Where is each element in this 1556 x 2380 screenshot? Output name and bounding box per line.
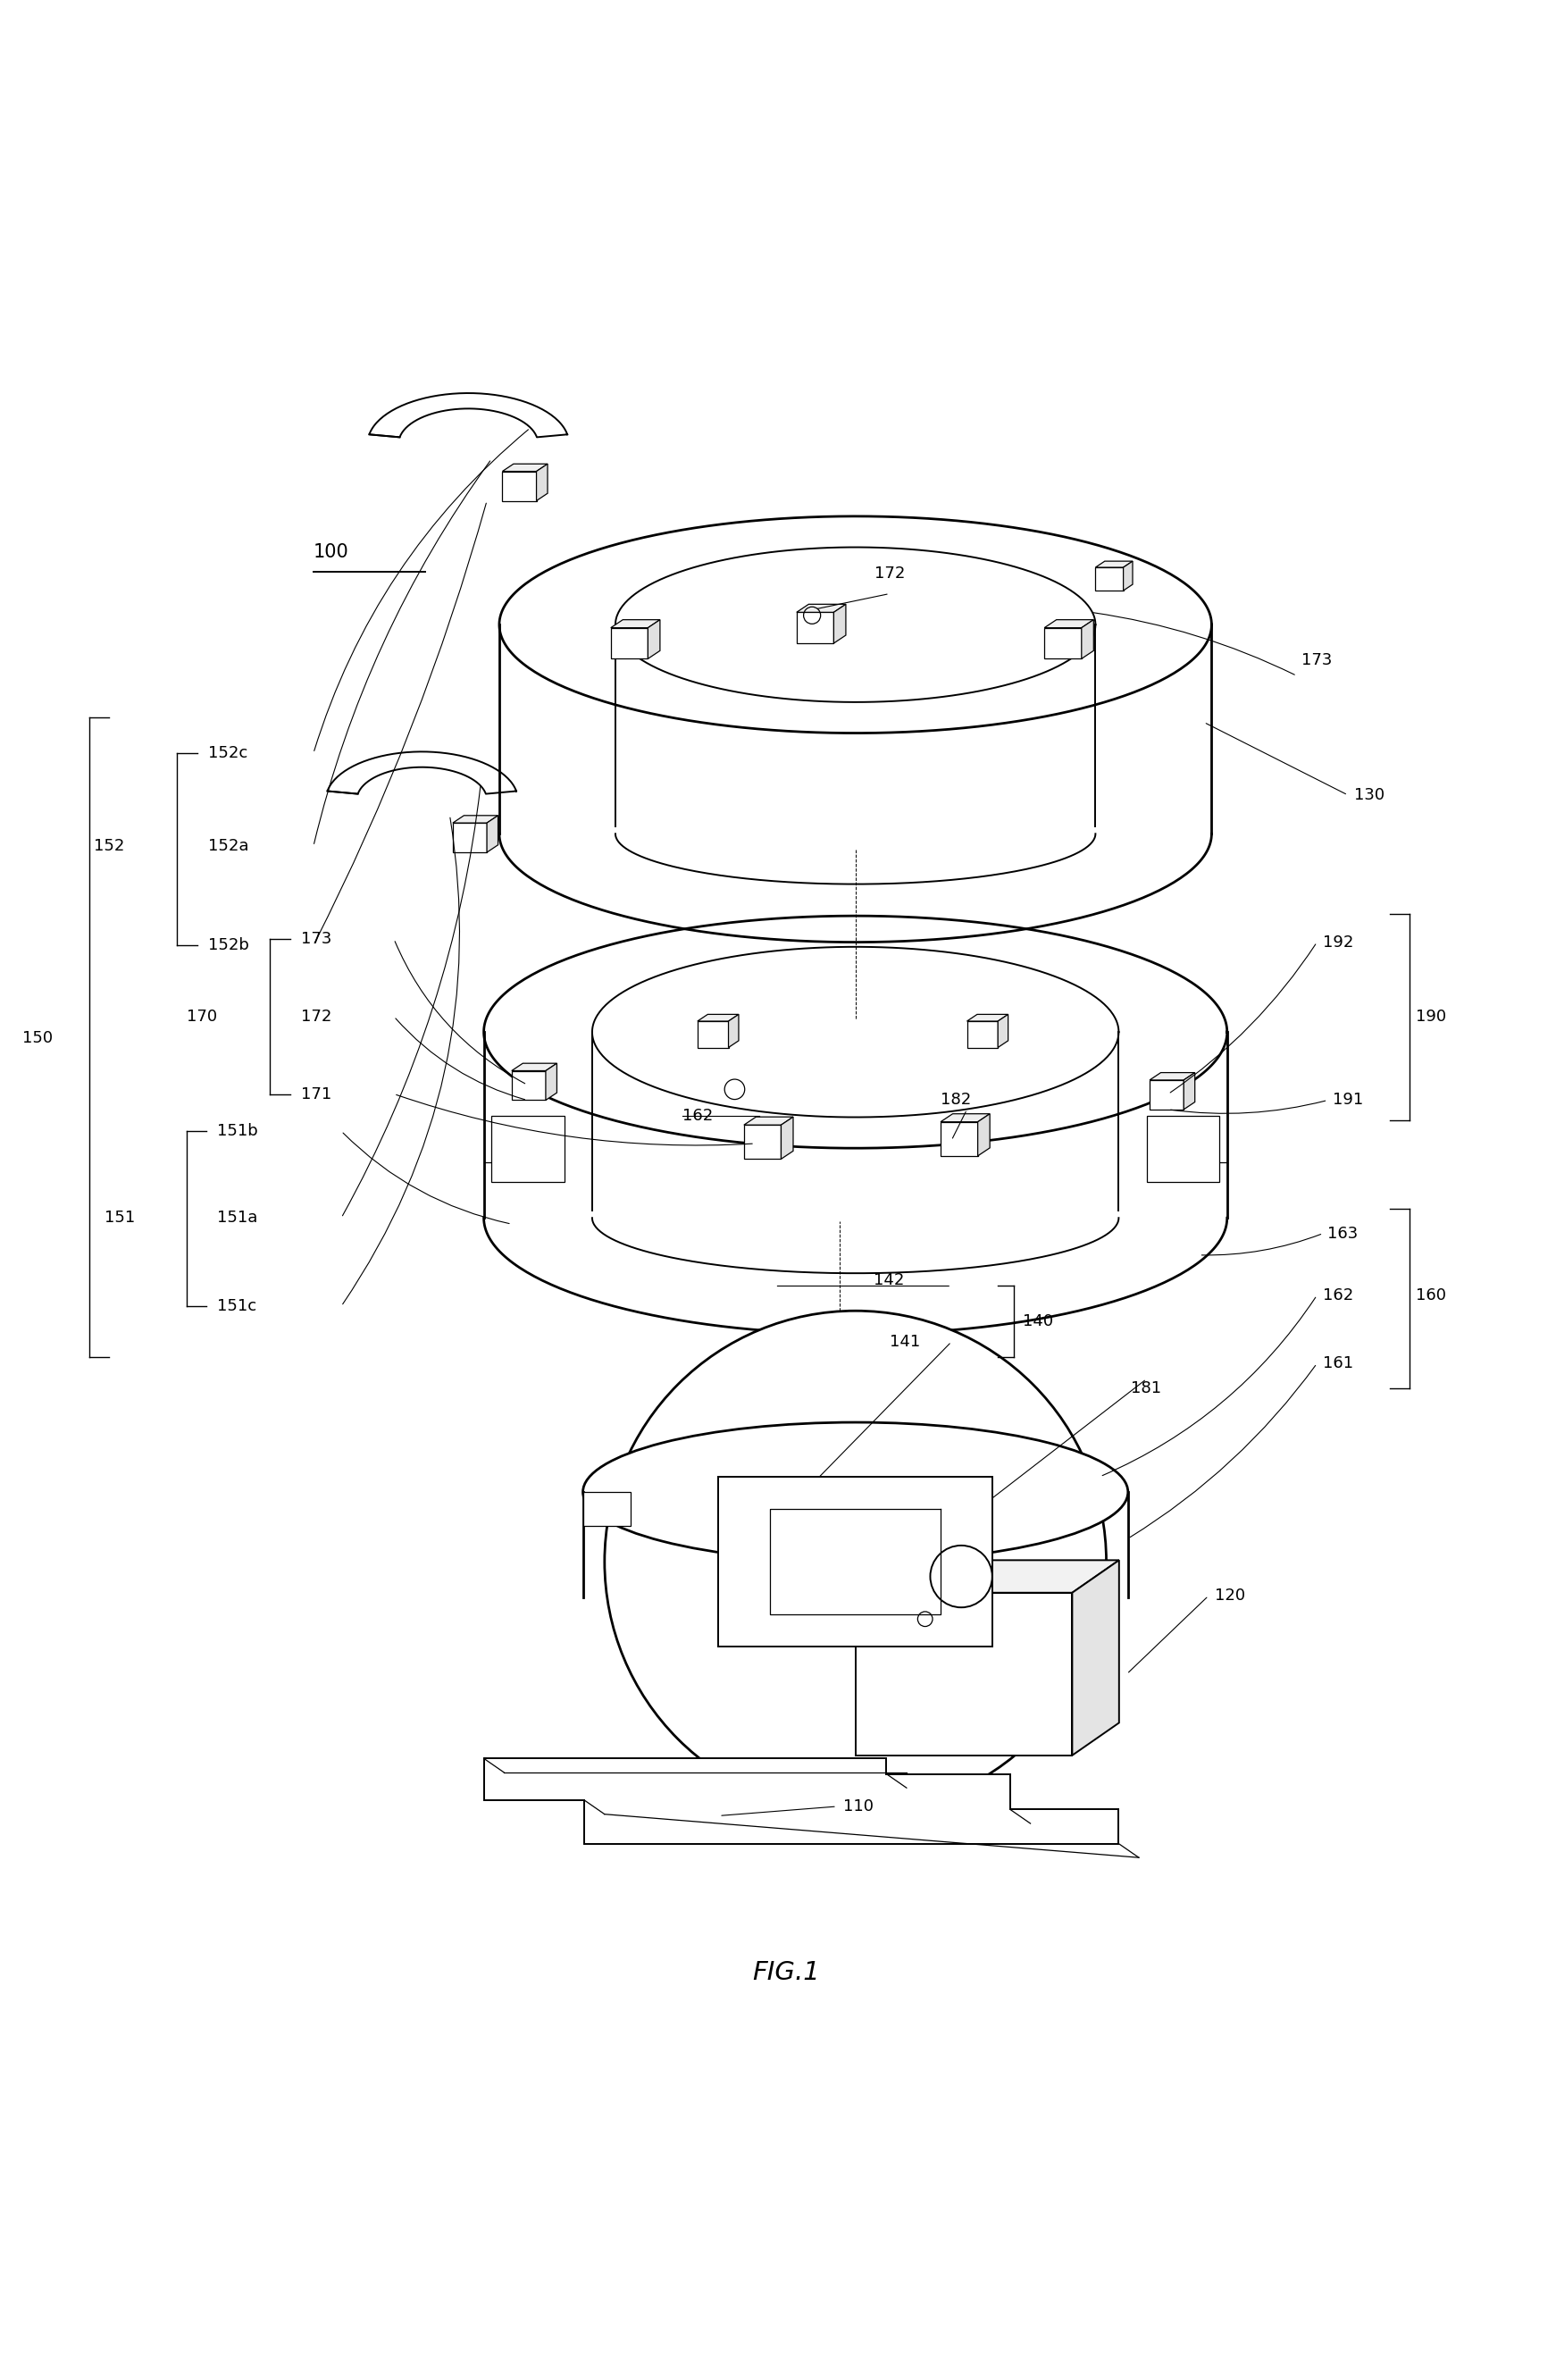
Polygon shape xyxy=(453,816,498,823)
Polygon shape xyxy=(503,464,548,471)
Text: 161: 161 xyxy=(1323,1357,1354,1371)
Polygon shape xyxy=(546,1064,557,1100)
Polygon shape xyxy=(612,619,660,628)
Polygon shape xyxy=(1184,1073,1195,1109)
Polygon shape xyxy=(797,612,834,643)
Text: 120: 120 xyxy=(1215,1587,1245,1604)
Polygon shape xyxy=(966,1014,1008,1021)
Text: 152c: 152c xyxy=(209,745,247,762)
Text: 152a: 152a xyxy=(209,838,249,854)
Polygon shape xyxy=(1095,566,1123,590)
Polygon shape xyxy=(744,1126,781,1159)
Text: 151: 151 xyxy=(104,1209,135,1226)
Text: 173: 173 xyxy=(1301,652,1332,669)
Text: 171: 171 xyxy=(300,1085,331,1102)
Polygon shape xyxy=(453,823,487,852)
Text: 172: 172 xyxy=(300,1009,331,1023)
Text: 191: 191 xyxy=(1332,1092,1363,1109)
Polygon shape xyxy=(612,628,647,659)
Polygon shape xyxy=(1147,1116,1220,1183)
Polygon shape xyxy=(1081,619,1094,659)
Polygon shape xyxy=(719,1478,993,1647)
Polygon shape xyxy=(856,1592,1072,1756)
Text: 163: 163 xyxy=(1327,1226,1358,1242)
Text: 151b: 151b xyxy=(218,1123,258,1140)
Polygon shape xyxy=(940,1121,977,1157)
Polygon shape xyxy=(944,1497,991,1504)
Polygon shape xyxy=(979,1497,991,1535)
Text: 182: 182 xyxy=(940,1092,971,1109)
Text: 100: 100 xyxy=(313,543,349,562)
Polygon shape xyxy=(797,605,846,612)
Text: 162: 162 xyxy=(682,1107,713,1123)
Polygon shape xyxy=(834,605,846,643)
Ellipse shape xyxy=(584,1423,1128,1561)
Text: 140: 140 xyxy=(1022,1314,1053,1330)
Text: 181: 181 xyxy=(1131,1380,1161,1397)
Text: 192: 192 xyxy=(1323,933,1354,950)
Polygon shape xyxy=(484,1759,1119,1844)
Circle shape xyxy=(605,1311,1106,1814)
Polygon shape xyxy=(1150,1073,1195,1081)
Polygon shape xyxy=(1072,1561,1119,1756)
Text: FIG.1: FIG.1 xyxy=(752,1959,820,1985)
Polygon shape xyxy=(1123,562,1133,590)
Text: 141: 141 xyxy=(890,1333,920,1349)
Polygon shape xyxy=(940,1114,990,1121)
Polygon shape xyxy=(492,1116,565,1183)
Text: 190: 190 xyxy=(1416,1009,1447,1023)
Text: 173: 173 xyxy=(300,931,331,947)
Polygon shape xyxy=(1044,619,1094,628)
Polygon shape xyxy=(487,816,498,852)
Polygon shape xyxy=(1095,562,1133,566)
Text: 152: 152 xyxy=(93,838,124,854)
Circle shape xyxy=(930,1545,993,1607)
Text: 151c: 151c xyxy=(218,1297,257,1314)
Text: 130: 130 xyxy=(1354,788,1385,802)
Polygon shape xyxy=(856,1561,1119,1592)
Text: 151a: 151a xyxy=(218,1209,258,1226)
Polygon shape xyxy=(697,1014,739,1021)
Polygon shape xyxy=(512,1064,557,1071)
Polygon shape xyxy=(503,471,537,500)
Polygon shape xyxy=(728,1014,739,1047)
Polygon shape xyxy=(537,464,548,500)
Text: 162: 162 xyxy=(1323,1288,1354,1304)
Polygon shape xyxy=(966,1021,997,1047)
Polygon shape xyxy=(781,1116,794,1159)
Text: 172: 172 xyxy=(874,566,906,581)
Polygon shape xyxy=(584,1492,630,1526)
Polygon shape xyxy=(1150,1081,1184,1109)
Polygon shape xyxy=(1044,628,1081,659)
Polygon shape xyxy=(647,619,660,659)
Text: 150: 150 xyxy=(22,1031,53,1047)
Polygon shape xyxy=(944,1504,979,1535)
Polygon shape xyxy=(977,1114,990,1157)
Polygon shape xyxy=(744,1116,794,1126)
Text: 160: 160 xyxy=(1416,1288,1447,1304)
Polygon shape xyxy=(697,1021,728,1047)
Polygon shape xyxy=(997,1014,1008,1047)
Text: 170: 170 xyxy=(187,1009,216,1023)
Polygon shape xyxy=(512,1071,546,1100)
Text: 152b: 152b xyxy=(209,938,249,954)
Text: 110: 110 xyxy=(843,1799,873,1814)
Text: 142: 142 xyxy=(874,1271,904,1288)
